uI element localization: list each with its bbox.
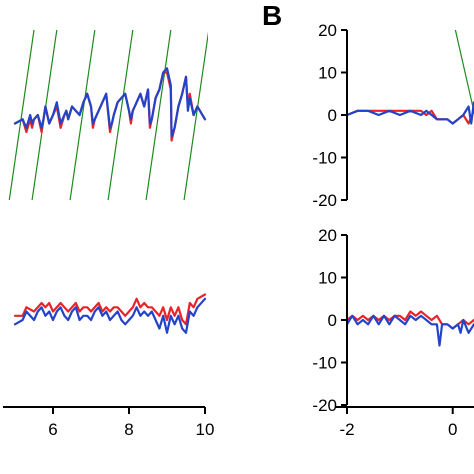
series-line-b-bottom-blue-1 — [347, 314, 474, 347]
series-line-a-top-green-4 — [69, 30, 96, 200]
x-tick-label: 8 — [124, 420, 133, 439]
y-tick-label: 20 — [318, 21, 337, 40]
y-tick-label: -20 — [312, 191, 337, 210]
panel-a-top-plot — [8, 30, 208, 200]
series-line-a-top-red-0 — [13, 71, 207, 142]
series-line-a-bottom-blue-1 — [13, 297, 207, 334]
series-line-a-top-green-2 — [8, 30, 35, 200]
x-tick-label: -2 — [339, 420, 354, 439]
panel-b-top-plot — [347, 30, 474, 125]
series-line-a-top-green-6 — [145, 30, 172, 200]
x-tick-label: 6 — [48, 420, 57, 439]
series-line-a-top-green-7 — [183, 31, 208, 200]
panel-b-bottom-plot — [347, 310, 474, 347]
x-tick-label: 0 — [448, 420, 457, 439]
y-tick-label: 0 — [328, 106, 337, 125]
y-tick-label: -10 — [312, 149, 337, 168]
series-line-a-bottom-red-0 — [13, 293, 207, 326]
y-tick-label: 20 — [318, 226, 337, 245]
y-tick-label: 10 — [318, 269, 337, 288]
x-tick-label: 10 — [196, 420, 215, 439]
panel-letter-b: B — [262, 0, 282, 31]
series-line-a-top-blue-1 — [13, 67, 207, 138]
y-tick-label: 10 — [318, 64, 337, 83]
series-line-a-top-green-5 — [107, 30, 134, 200]
y-tick-label: -20 — [312, 396, 337, 415]
panel-a-bottom-plot — [13, 293, 207, 334]
series-line-b-top-blue-1 — [347, 101, 474, 125]
y-tick-label: -10 — [312, 354, 337, 373]
series-line-b-top-green-2 — [454, 30, 474, 115]
y-tick-label: 0 — [328, 311, 337, 330]
